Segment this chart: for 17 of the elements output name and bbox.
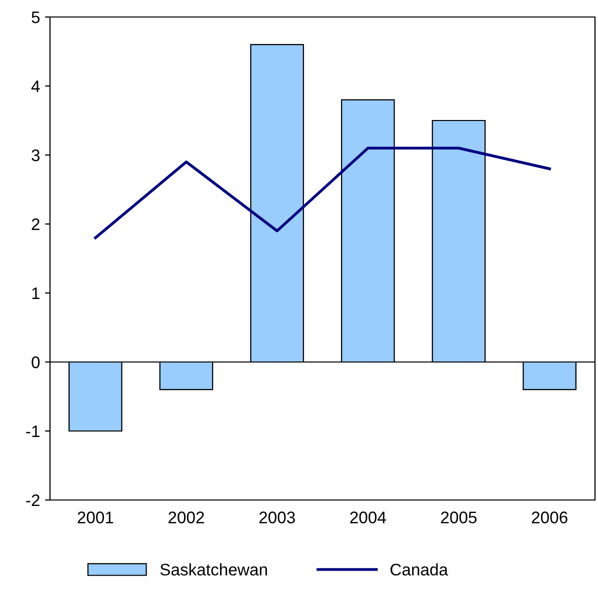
y-tick-label: 2 [32, 218, 40, 230]
y-tick-label: 3 [32, 149, 40, 162]
y-tick-label: 4 [31, 80, 40, 92]
x-tick-label: 2002 [168, 512, 204, 524]
y-tick-label: 1 [32, 288, 40, 300]
x-tick-label: 2005 [441, 512, 477, 524]
y-tick-label: -2 [26, 494, 40, 506]
x-tick-label: 2001 [78, 512, 114, 524]
x-tick-label: 2003 [259, 512, 295, 524]
y-tick-label: 0 [32, 356, 40, 368]
legend-label: Saskatchewan [160, 563, 267, 576]
y-tick-label: -1 [26, 426, 40, 438]
y-tick-label: 5 [32, 12, 40, 24]
x-tick-label: 2004 [350, 512, 386, 524]
x-tick-label: 2006 [532, 512, 568, 524]
line-series [94, 146, 551, 240]
legend-label: Canada [390, 563, 448, 576]
